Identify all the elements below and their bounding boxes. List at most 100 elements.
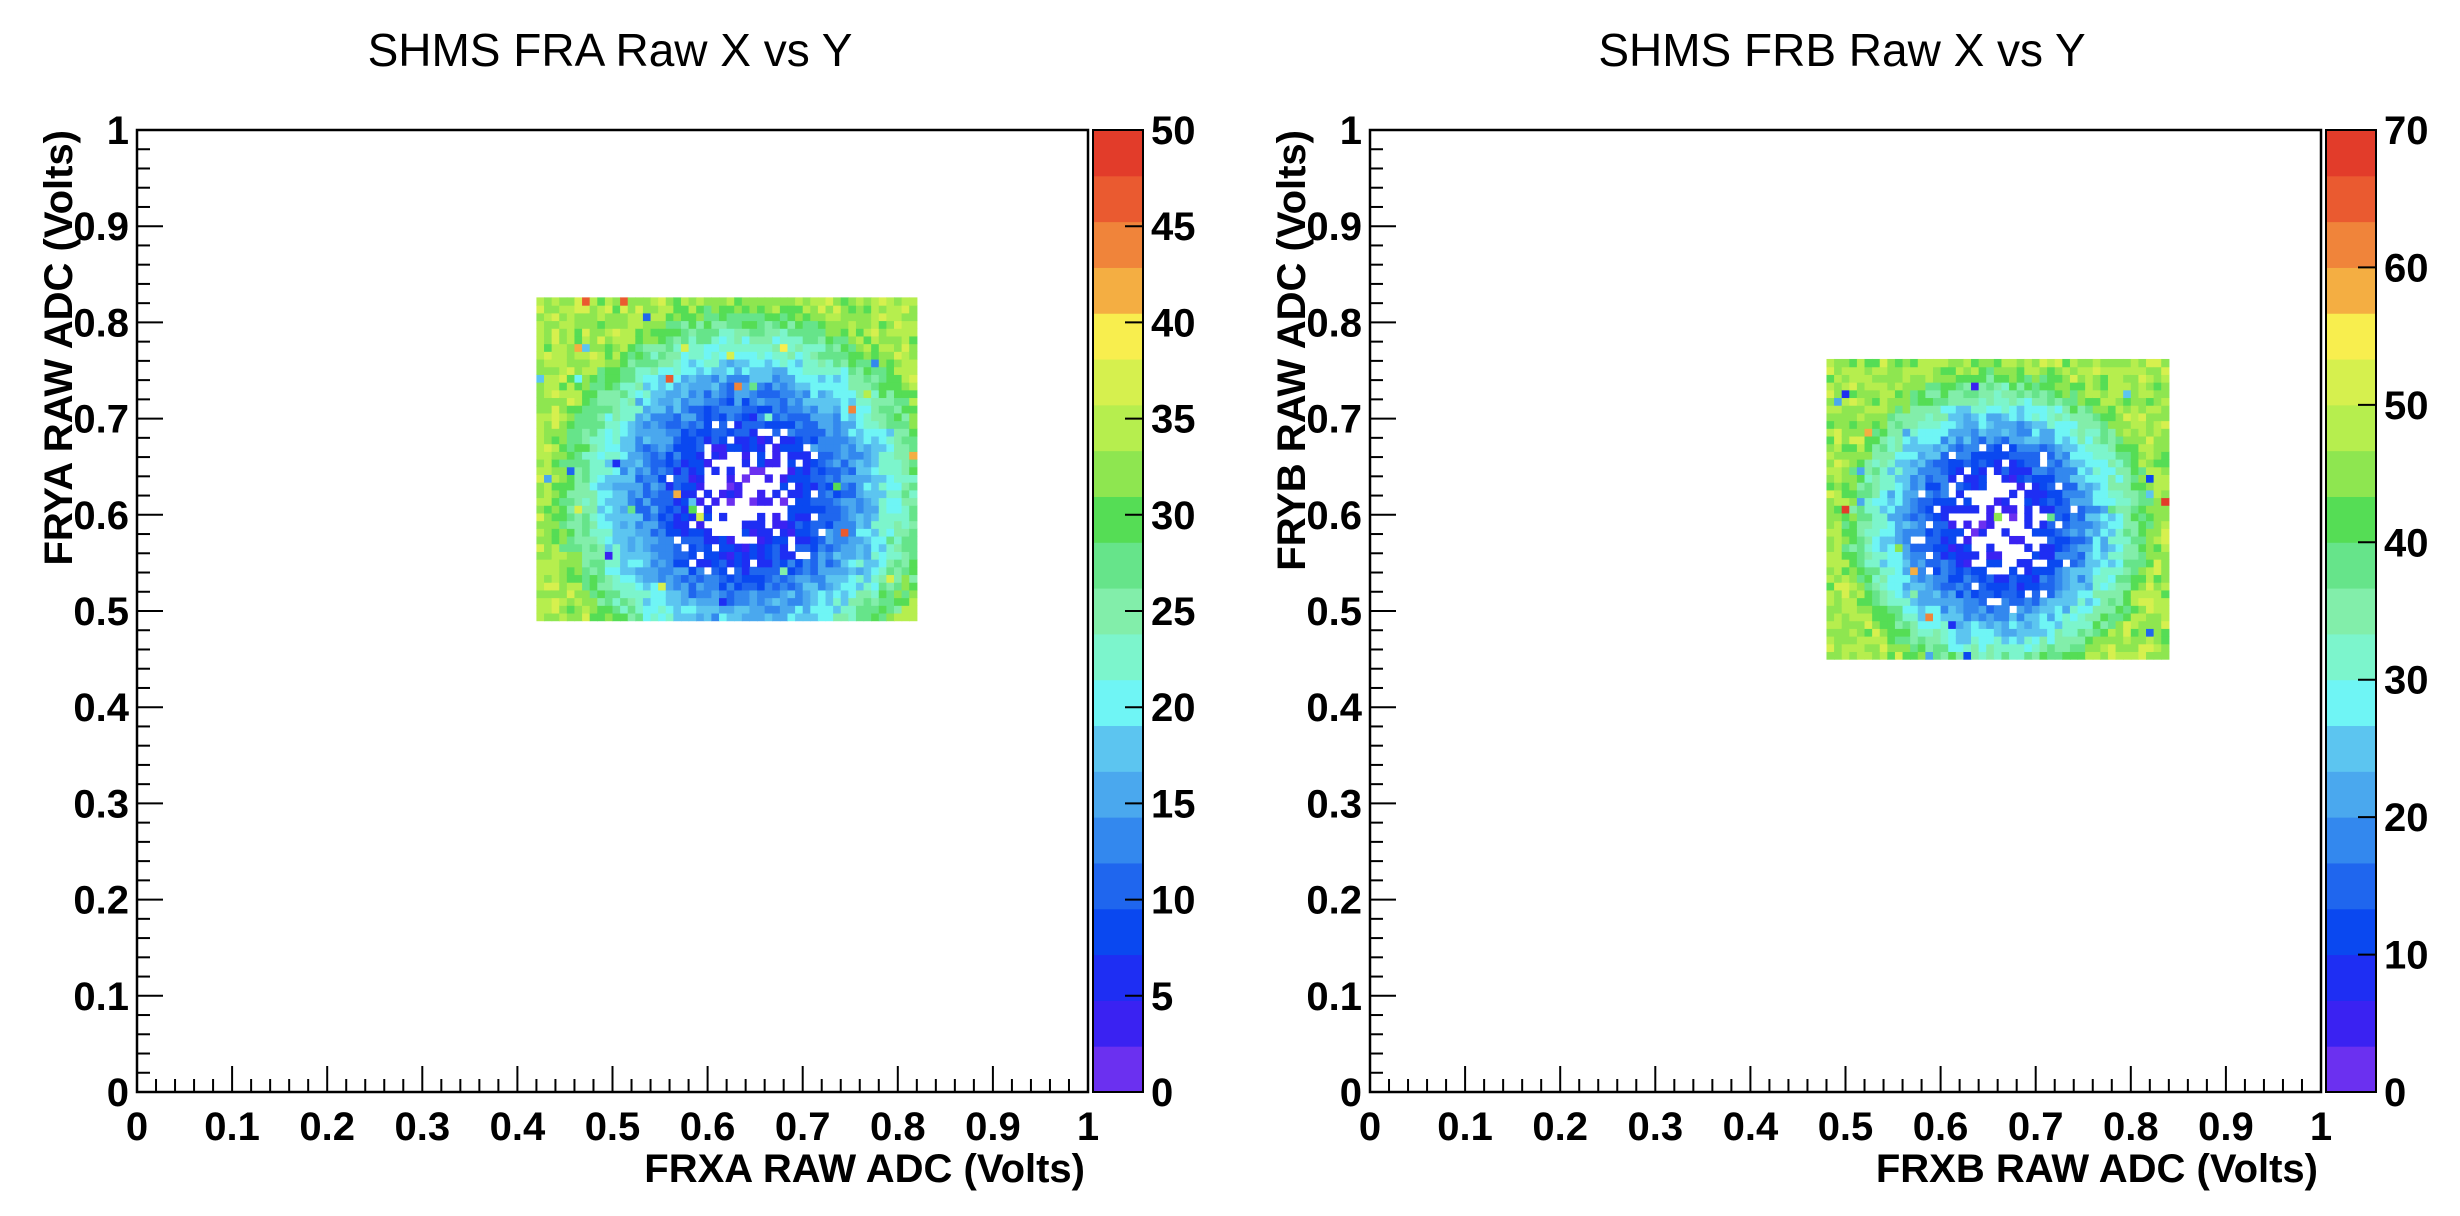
heatmap-cell [2031, 443, 2041, 452]
heatmap-cell [2092, 366, 2101, 375]
heatmap-cell [551, 474, 560, 483]
heatmap-cell [2085, 628, 2094, 637]
heatmap-cell [1879, 643, 1888, 653]
heatmap-cell [1940, 582, 1949, 591]
heatmap-cell [2047, 512, 2056, 522]
heatmap-cell [757, 389, 766, 399]
heatmap-cell [848, 459, 857, 468]
heatmap-cell [680, 420, 690, 429]
heatmap-cell [627, 351, 636, 360]
heatmap-cell [559, 582, 568, 591]
heatmap-cell [2054, 535, 2063, 545]
heatmap-cell [673, 305, 682, 314]
heatmap-cell [1948, 497, 1957, 506]
heatmap-cell [909, 574, 918, 583]
heatmap-cell [757, 559, 766, 568]
heatmap-cell [878, 451, 887, 460]
heatmap-cell [642, 582, 652, 591]
heatmap-cell [1986, 559, 1995, 568]
heatmap-cell [855, 405, 865, 414]
heatmap-cell [612, 505, 621, 514]
heatmap-cell [703, 397, 713, 406]
heatmap-cell [2115, 474, 2124, 483]
heatmap-cell [551, 389, 560, 399]
heatmap-cell [1872, 397, 1881, 406]
heatmap-cell [2115, 397, 2124, 406]
heatmap-cell [559, 374, 568, 383]
heatmap-cell [566, 543, 576, 552]
heatmap-cell [1872, 405, 1881, 414]
heatmap-cell [2161, 459, 2170, 468]
heatmap-cell [1955, 543, 1965, 552]
heatmap-cell [1910, 405, 1919, 414]
heatmap-cell [1826, 374, 1835, 383]
heatmap-cell [2092, 412, 2101, 422]
heatmap-cell [734, 312, 743, 322]
heatmap-cell [2009, 612, 2018, 622]
heatmap-cell [2153, 620, 2162, 629]
heatmap-cell [2085, 474, 2094, 483]
heatmap-cell [642, 597, 652, 606]
heatmap-cell [779, 582, 789, 591]
heatmap-cell [726, 405, 735, 414]
heatmap-cell [612, 482, 621, 491]
heatmap-cell [2092, 559, 2101, 568]
heatmap-cell [544, 551, 553, 560]
heatmap-cell [612, 589, 621, 599]
heatmap-cell [612, 335, 621, 345]
heatmap-cell [559, 328, 568, 337]
heatmap-cell [604, 320, 614, 329]
heatmap-cell [802, 335, 811, 345]
heatmap-cell [787, 451, 796, 460]
colorbar-band [2326, 496, 2376, 543]
heatmap-cell [597, 551, 606, 560]
heatmap-cell [886, 443, 895, 452]
colorbar-band [1093, 725, 1143, 772]
heatmap-cell [886, 528, 895, 537]
heatmap-cell [1925, 582, 1934, 591]
heatmap-cell [1887, 651, 1896, 660]
heatmap-cell [1902, 620, 1911, 629]
heatmap-cell [909, 305, 918, 314]
heatmap-cell [878, 520, 887, 529]
heatmap-cell [741, 320, 751, 329]
heatmap-cell [2024, 474, 2033, 483]
heatmap-cell [2039, 420, 2048, 429]
heatmap-cell [2115, 535, 2124, 545]
heatmap-cell [855, 543, 865, 552]
heatmap-cell [795, 589, 804, 599]
heatmap-cell [787, 343, 796, 352]
heatmap-cell [2123, 612, 2132, 622]
heatmap-cell [817, 382, 827, 391]
heatmap-cell [734, 489, 743, 499]
heatmap-cell [1849, 397, 1858, 406]
heatmap-cell [1834, 459, 1843, 468]
heatmap-cell [1986, 551, 1995, 560]
heatmap-cell [1872, 474, 1881, 483]
heatmap-cell [2115, 574, 2124, 583]
heatmap-cell [795, 328, 804, 337]
heatmap-cell [612, 328, 621, 337]
heatmap-cell [1902, 505, 1911, 514]
heatmap-cell [2130, 512, 2140, 522]
heatmap-cell [825, 543, 834, 552]
heatmap-cell [779, 312, 789, 322]
heatmap-cell [1826, 605, 1835, 614]
heatmap-cell [901, 366, 910, 375]
heatmap-cell [582, 389, 591, 399]
heatmap-cell [1894, 435, 1904, 445]
heatmap-cell [787, 389, 796, 399]
heatmap-cell [802, 435, 811, 445]
heatmap-cell [2001, 605, 2010, 614]
heatmap-cell [787, 435, 796, 445]
heatmap-cell [582, 320, 591, 329]
heatmap-cell [2085, 412, 2094, 422]
heatmap-cell [894, 374, 903, 383]
colorbar-band [2326, 771, 2376, 818]
heatmap-cell [1887, 505, 1896, 514]
heatmap-cell [1864, 405, 1873, 414]
heatmap-cell [741, 412, 751, 422]
heatmap-cell [1872, 628, 1881, 637]
heatmap-cell [2077, 428, 2086, 437]
heatmap-cell [1940, 405, 1949, 414]
